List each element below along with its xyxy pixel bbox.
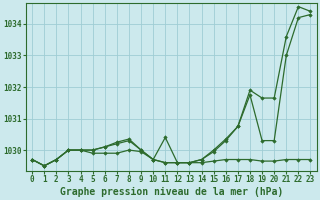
X-axis label: Graphe pression niveau de la mer (hPa): Graphe pression niveau de la mer (hPa) <box>60 186 283 197</box>
